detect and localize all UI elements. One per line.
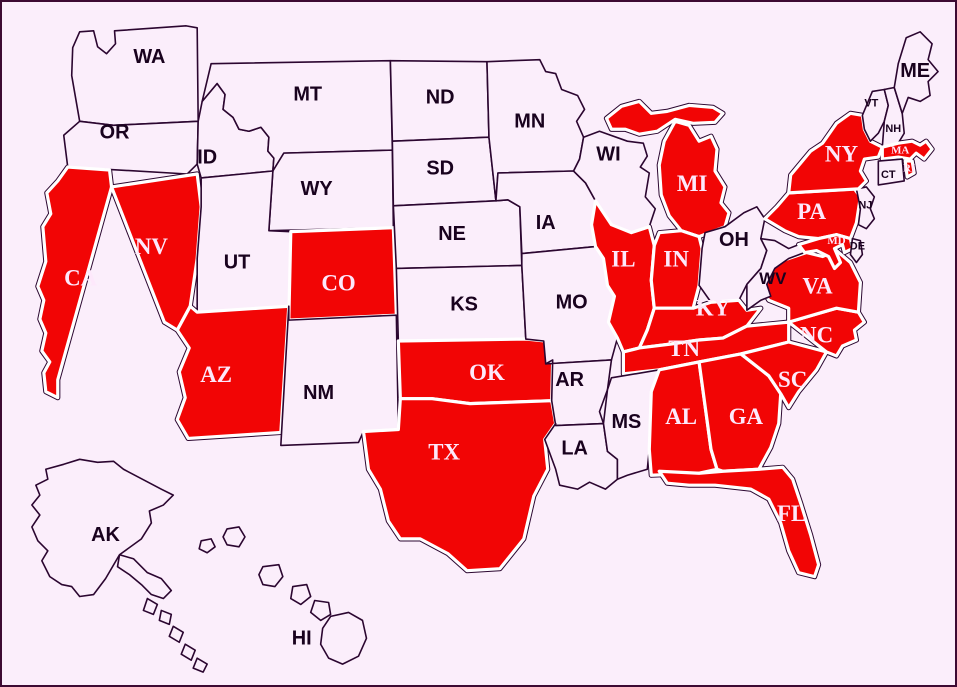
state-PA[interactable] (765, 189, 861, 239)
state-HI-bigisland[interactable] (321, 612, 367, 664)
state-FL[interactable] (659, 467, 818, 576)
state-WA[interactable] (72, 26, 198, 125)
state-HI-lanai[interactable] (311, 600, 331, 620)
state-OR[interactable] (64, 121, 198, 174)
state-KS[interactable] (396, 265, 525, 341)
state-HI-kauai[interactable] (199, 539, 215, 553)
state-OK[interactable] (398, 339, 552, 404)
state-label-hi: HI (292, 628, 312, 650)
state-MI-lower[interactable] (659, 121, 729, 236)
state-AK[interactable] (32, 459, 207, 672)
state-SD[interactable] (392, 137, 496, 206)
state-ME[interactable] (894, 32, 938, 114)
state-WY[interactable] (269, 150, 393, 231)
state-NE[interactable] (393, 200, 521, 269)
state-NM[interactable] (281, 306, 399, 445)
states-layer[interactable] (32, 26, 938, 672)
state-TX[interactable] (363, 399, 555, 571)
state-AR[interactable] (546, 360, 612, 426)
state-IN[interactable] (651, 231, 702, 309)
state-RI[interactable] (905, 161, 914, 177)
state-WV[interactable] (747, 239, 805, 311)
state-CO[interactable] (289, 228, 397, 320)
state-ND[interactable] (390, 61, 489, 142)
state-NV[interactable] (112, 174, 202, 330)
state-MI-upper[interactable] (606, 101, 723, 134)
state-MD[interactable] (799, 235, 853, 269)
state-CA[interactable] (38, 167, 112, 398)
state-HI-maui[interactable] (291, 585, 311, 605)
state-MS[interactable] (603, 370, 659, 479)
state-CT[interactable] (878, 159, 904, 185)
state-NJ[interactable] (856, 187, 874, 229)
state-MA[interactable] (882, 141, 932, 159)
state-SC[interactable] (741, 342, 827, 408)
state-HI-molokai[interactable] (259, 565, 283, 587)
state-HI-oahu[interactable] (223, 527, 245, 547)
state-AZ[interactable] (177, 306, 289, 438)
state-IL[interactable] (592, 201, 655, 352)
state-DE[interactable] (850, 239, 862, 263)
